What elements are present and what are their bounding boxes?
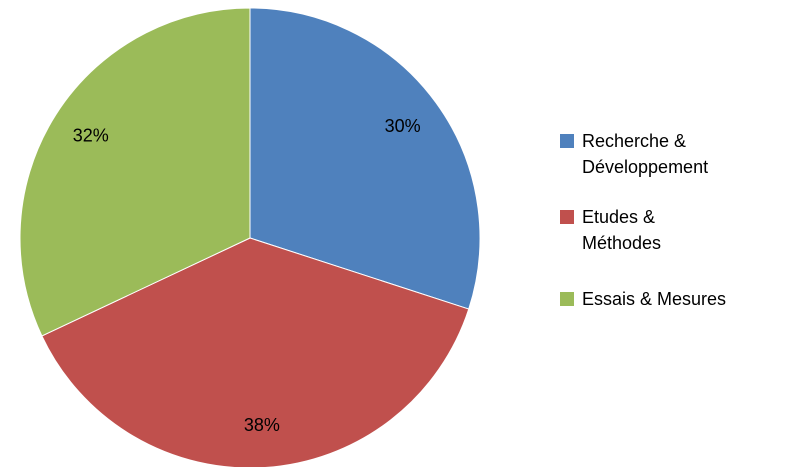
legend-swatch (560, 134, 574, 148)
legend-label: Essais & Mesures (582, 289, 727, 309)
legend-swatch (560, 292, 574, 306)
slice-label: 30% (385, 116, 421, 136)
pie-slice (19, 7, 251, 337)
slice-label: 38% (244, 415, 280, 435)
legend: Recherche & Développement Etudes & Méthod… (560, 128, 738, 312)
slice-label: 32% (73, 126, 109, 146)
legend-entry: Etudes & Méthodes (560, 204, 738, 256)
legend-label: Etudes & Méthodes (582, 207, 662, 253)
pie-slice (249, 7, 481, 310)
legend-label: Recherche & Développement (582, 131, 709, 177)
legend-entry: Essais & Mesures (560, 286, 738, 312)
legend-entry: Recherche & Développement (560, 128, 738, 180)
legend-swatch (560, 210, 574, 224)
pie-slice (41, 237, 470, 467)
